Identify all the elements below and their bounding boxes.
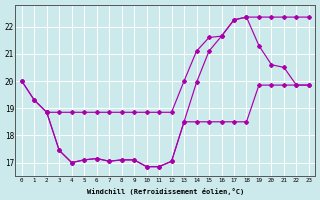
X-axis label: Windchill (Refroidissement éolien,°C): Windchill (Refroidissement éolien,°C) [87, 188, 244, 195]
